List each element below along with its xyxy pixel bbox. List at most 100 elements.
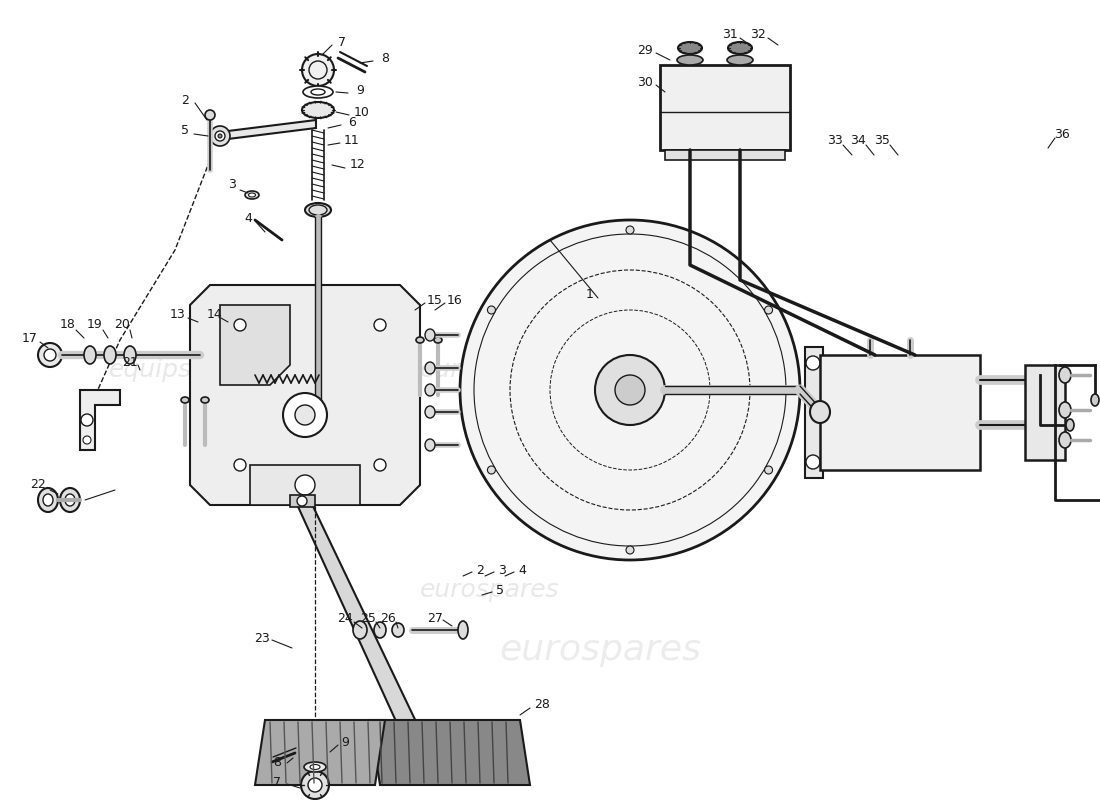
Circle shape <box>214 131 225 141</box>
Text: 6: 6 <box>348 115 356 129</box>
Ellipse shape <box>39 488 58 512</box>
Bar <box>660 65 790 150</box>
Circle shape <box>615 375 645 405</box>
Text: 5: 5 <box>496 583 504 597</box>
Ellipse shape <box>201 397 209 403</box>
Ellipse shape <box>249 193 255 197</box>
Circle shape <box>283 393 327 437</box>
Circle shape <box>626 226 634 234</box>
Ellipse shape <box>1059 367 1071 383</box>
Ellipse shape <box>425 406 435 418</box>
Circle shape <box>764 466 772 474</box>
Polygon shape <box>190 285 420 505</box>
Circle shape <box>81 414 94 426</box>
Circle shape <box>764 306 772 314</box>
Text: 10: 10 <box>354 106 370 118</box>
Circle shape <box>626 546 634 554</box>
Bar <box>290 495 315 507</box>
Text: 9: 9 <box>341 735 349 749</box>
Ellipse shape <box>65 494 75 506</box>
Text: 4: 4 <box>518 563 526 577</box>
Circle shape <box>234 319 246 331</box>
Polygon shape <box>220 305 290 385</box>
Circle shape <box>301 771 329 799</box>
Text: 1: 1 <box>586 289 594 302</box>
Text: 7: 7 <box>338 35 346 49</box>
Text: 35: 35 <box>874 134 890 146</box>
Circle shape <box>487 466 495 474</box>
Text: 19: 19 <box>87 318 103 331</box>
Text: 3: 3 <box>228 178 235 191</box>
Ellipse shape <box>392 623 404 637</box>
Text: equipspares: equipspares <box>109 358 262 382</box>
Text: 15: 15 <box>427 294 443 306</box>
Text: 16: 16 <box>447 294 463 306</box>
Ellipse shape <box>676 55 703 65</box>
Polygon shape <box>220 120 316 140</box>
Ellipse shape <box>1091 394 1099 406</box>
Text: 13: 13 <box>170 309 186 322</box>
Circle shape <box>460 220 800 560</box>
Text: 5: 5 <box>182 123 189 137</box>
Polygon shape <box>250 465 360 505</box>
Text: 2: 2 <box>182 94 189 106</box>
Text: 3: 3 <box>498 563 506 577</box>
Circle shape <box>374 459 386 471</box>
Text: 26: 26 <box>381 611 396 625</box>
Ellipse shape <box>434 337 442 343</box>
Text: 31: 31 <box>722 29 738 42</box>
Ellipse shape <box>425 439 435 451</box>
Circle shape <box>295 475 315 495</box>
Ellipse shape <box>458 621 468 639</box>
Ellipse shape <box>678 42 702 54</box>
Text: 23: 23 <box>254 631 270 645</box>
Ellipse shape <box>1059 402 1071 418</box>
Text: 2: 2 <box>476 563 484 577</box>
Text: 25: 25 <box>360 611 376 625</box>
Ellipse shape <box>104 346 116 364</box>
Text: 4: 4 <box>244 211 252 225</box>
Ellipse shape <box>374 622 386 638</box>
Circle shape <box>297 496 307 506</box>
Text: 28: 28 <box>535 698 550 711</box>
Text: 30: 30 <box>637 75 653 89</box>
Circle shape <box>374 319 386 331</box>
Text: 14: 14 <box>207 309 223 322</box>
Polygon shape <box>255 720 385 785</box>
Text: eurospares: eurospares <box>499 633 701 667</box>
Text: 21: 21 <box>122 355 138 369</box>
Ellipse shape <box>310 765 320 770</box>
Circle shape <box>295 405 315 425</box>
Ellipse shape <box>302 86 333 98</box>
Circle shape <box>234 459 246 471</box>
Bar <box>666 150 785 160</box>
Ellipse shape <box>425 362 435 374</box>
Ellipse shape <box>1059 432 1071 448</box>
Circle shape <box>205 110 214 120</box>
Ellipse shape <box>245 191 258 199</box>
Text: 29: 29 <box>637 43 653 57</box>
Text: 33: 33 <box>827 134 843 146</box>
Circle shape <box>595 355 666 425</box>
Ellipse shape <box>425 384 435 396</box>
Circle shape <box>308 778 322 792</box>
Ellipse shape <box>416 337 424 343</box>
Circle shape <box>487 306 495 314</box>
Ellipse shape <box>60 488 80 512</box>
Ellipse shape <box>728 42 752 54</box>
Ellipse shape <box>425 329 435 341</box>
Circle shape <box>39 343 62 367</box>
Polygon shape <box>80 390 120 450</box>
Bar <box>1025 365 1065 460</box>
Text: 20: 20 <box>114 318 130 331</box>
Bar <box>805 347 823 478</box>
Text: 7: 7 <box>273 775 280 789</box>
Ellipse shape <box>182 397 189 403</box>
Text: 22: 22 <box>30 478 46 491</box>
Text: 11: 11 <box>344 134 360 146</box>
Ellipse shape <box>305 203 331 217</box>
Circle shape <box>218 134 222 138</box>
Ellipse shape <box>124 346 136 364</box>
Bar <box>820 355 980 470</box>
Circle shape <box>44 349 56 361</box>
